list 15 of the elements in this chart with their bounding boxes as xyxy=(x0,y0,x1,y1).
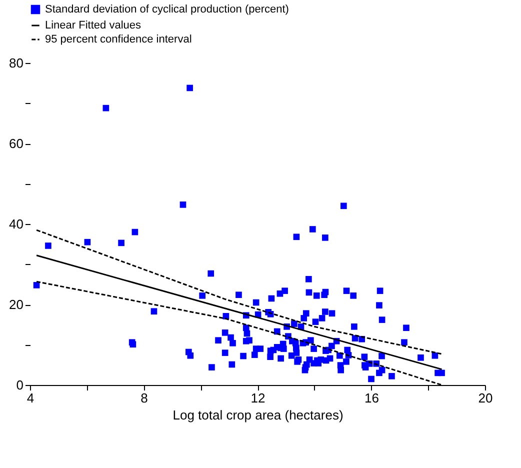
y-tick-label: 40 xyxy=(9,216,24,232)
x-tick-label: 4 xyxy=(26,390,34,406)
x-tick-label: 16 xyxy=(364,390,379,406)
legend-label: Linear Fitted values xyxy=(45,20,142,32)
x-axis-title: Log total crop area (hectares) xyxy=(172,408,344,422)
y-tick-label: 20 xyxy=(9,297,24,312)
y-tick-label: 80 xyxy=(9,56,24,70)
line-series xyxy=(36,229,443,355)
y-tick-label: 60 xyxy=(9,136,24,151)
legend-label: 95 percent confidence interval xyxy=(45,34,192,46)
x-tick-label: 20 xyxy=(478,390,493,406)
x-tick-label: 12 xyxy=(250,390,266,406)
legend-label: Standard deviation of cyclical production (percent) xyxy=(45,4,289,16)
y-tick-label: 0 xyxy=(16,378,24,392)
x-tick-label: 8 xyxy=(140,390,148,406)
